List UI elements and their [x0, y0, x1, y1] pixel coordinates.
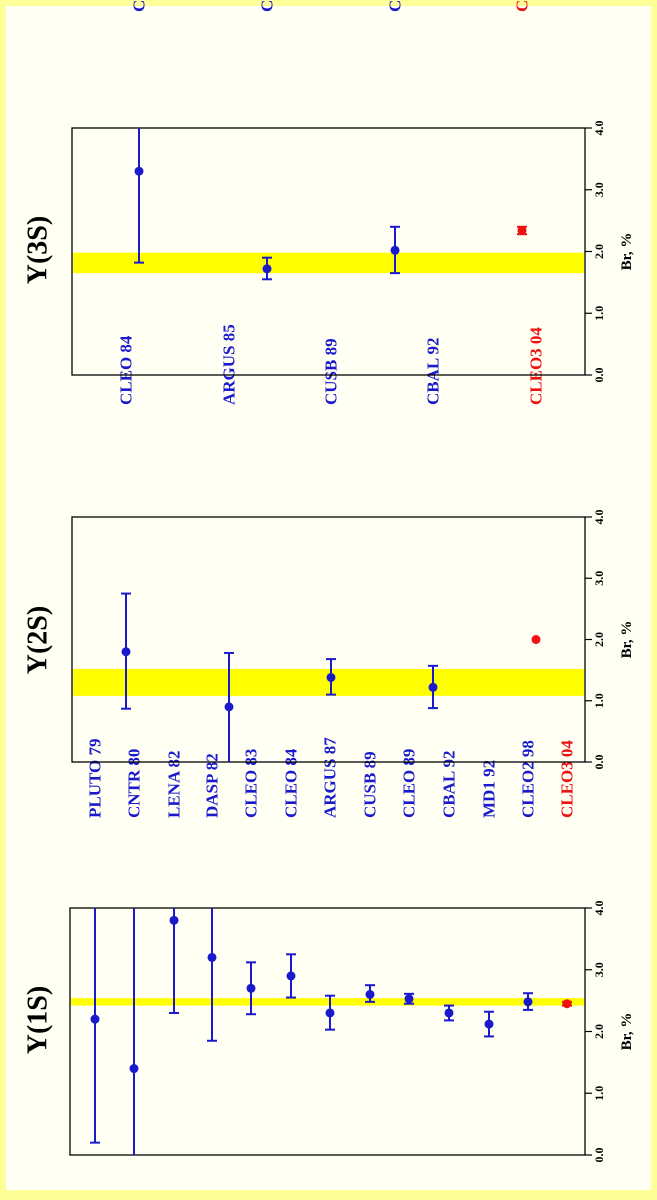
data-point [428, 682, 438, 692]
experiment-label: LENA 82 [165, 750, 184, 818]
tick-label: 1.0 [592, 1086, 606, 1101]
experiment-label: CLEO 89 [400, 749, 419, 818]
chart-title: Υ(2S) [23, 606, 54, 674]
measurement-lena-82: LENA 82 [165, 750, 184, 1014]
chart-title: Υ(3S) [23, 216, 54, 284]
measurement-cntr-80: CNTR 80 [125, 749, 144, 1155]
tick-label: 4.0 [592, 901, 606, 916]
tick-label: 0.0 [592, 1148, 606, 1163]
experiment-label: CUSB 89 [361, 751, 380, 818]
measurement-cusb-89: CUSB 89 [322, 338, 341, 696]
data-point [129, 1064, 139, 1074]
experiment-label: CBAL 92 [424, 337, 443, 405]
measurement-cleo-83: CLEO 83 [242, 749, 261, 1016]
experiment-label: CBAL 92 [440, 750, 459, 818]
tick-label: 0.0 [592, 368, 606, 383]
experiment-label: CLEO 84 [282, 748, 301, 818]
data-point [365, 989, 375, 999]
experiment-label: CLEO3 04 [513, 0, 532, 12]
axis-label: Br, % [619, 1013, 635, 1051]
experiment-label: CUSB 89 [322, 338, 341, 405]
experiment-label: MD1 92 [480, 760, 499, 818]
tick-label: 2.0 [592, 1024, 606, 1039]
data-point [286, 971, 296, 981]
data-point [246, 983, 256, 993]
measurement-argus-85: ARGUS 85 [220, 324, 239, 762]
tick-label: 1.0 [592, 693, 606, 708]
experiment-label: CLEO 84 [117, 335, 136, 405]
measurement-md1-92: MD1 92 [480, 760, 499, 1038]
chart-panel-3: 0.0 1.0 2.0 3.0 4.0 Br, % Υ(3S) CLEO 83 CUSB 89 C… [23, 0, 636, 383]
data-point [326, 672, 336, 682]
measurement-cleo-83: CLEO 83 [130, 0, 149, 264]
measurement-cbal-92: CBAL 92 [424, 337, 443, 710]
measurement-dasp-82: DASP 82 [203, 753, 222, 1042]
data-point [531, 635, 541, 644]
measurement-cleo3-04: CLEO3 04 [527, 327, 546, 644]
chart-panel-2: 0.0 1.0 2.0 3.0 4.0 Br, % Υ(2S) CLEO 84 ARGUS 85… [23, 324, 636, 769]
measurement-cleo3-04: CLEO3 04 [513, 0, 532, 236]
experiment-label: CLEO 83 [130, 0, 149, 12]
data-point [262, 264, 272, 274]
average-band [73, 668, 584, 696]
measurement-cleo-84: CLEO 84 [117, 335, 136, 710]
data-point [325, 1008, 335, 1018]
experiment-label: PLUTO 79 [86, 738, 105, 818]
measurement-cleo-89: CLEO 89 [400, 749, 419, 1005]
figure-panel [6, 6, 651, 1190]
experiment-label: CUSB 89 [258, 0, 277, 12]
tick-label: 3.0 [592, 182, 606, 197]
experiment-label: CLEO2 98 [519, 740, 538, 818]
average-band [73, 252, 584, 274]
measurement-cusb-89: CUSB 89 [361, 751, 380, 1003]
data-point [444, 1008, 454, 1018]
measurement-argus-87: ARGUS 87 [321, 737, 340, 1031]
data-point [390, 245, 400, 255]
chart-panel-1: 0.0 1.0 2.0 3.0 4.0 Br, % Υ(1S) PLUTO 79 CNTR 80… [23, 737, 636, 1163]
tick-label: 4.0 [592, 510, 606, 525]
experiment-label: ARGUS 85 [220, 324, 239, 405]
measurement-cleo-89: CLEO 89 [386, 0, 405, 275]
data-point [404, 994, 414, 1004]
tick-label: 3.0 [592, 571, 606, 586]
experiment-label: CLEO3 04 [527, 327, 546, 405]
measurement-pluto-79: PLUTO 79 [86, 738, 105, 1144]
axis-label: Br, % [619, 621, 635, 659]
measurement-cleo3-04: CLEO3 04 [558, 740, 577, 1009]
tick-label: 2.0 [592, 244, 606, 259]
plot-frame [71, 516, 586, 763]
experiment-label: CLEO 83 [242, 749, 261, 818]
plot-frame [71, 127, 586, 376]
tick-label: 2.0 [592, 632, 606, 647]
experiment-label: CLEO3 04 [558, 740, 577, 818]
tick-label: 0.0 [592, 755, 606, 770]
data-point [169, 915, 179, 925]
data-point [484, 1019, 494, 1029]
data-point [134, 166, 144, 176]
chart-title: Υ(1S) [23, 986, 54, 1054]
experiment-label: CLEO 89 [386, 0, 405, 12]
measurement-cbal-92: CBAL 92 [440, 750, 459, 1022]
data-point [90, 1014, 100, 1024]
data-point [517, 226, 527, 236]
axis-label: Br, % [619, 233, 635, 271]
measurement-cusb-89: CUSB 89 [258, 0, 277, 281]
data-point [562, 999, 572, 1009]
average-band [71, 998, 584, 1006]
data-point [523, 997, 533, 1007]
data-point [121, 647, 131, 657]
experiment-label: DASP 82 [203, 753, 222, 818]
measurement-cleo-84: CLEO 84 [282, 748, 301, 999]
plot-frame [69, 907, 586, 1156]
data-point [207, 952, 217, 962]
experiment-label: ARGUS 87 [321, 737, 340, 818]
tick-label: 3.0 [592, 962, 606, 977]
measurement-cleo2-98: CLEO2 98 [519, 740, 538, 1011]
data-point [224, 702, 234, 712]
experiment-label: CNTR 80 [125, 749, 144, 818]
tick-label: 4.0 [592, 121, 606, 136]
tick-label: 1.0 [592, 306, 606, 321]
